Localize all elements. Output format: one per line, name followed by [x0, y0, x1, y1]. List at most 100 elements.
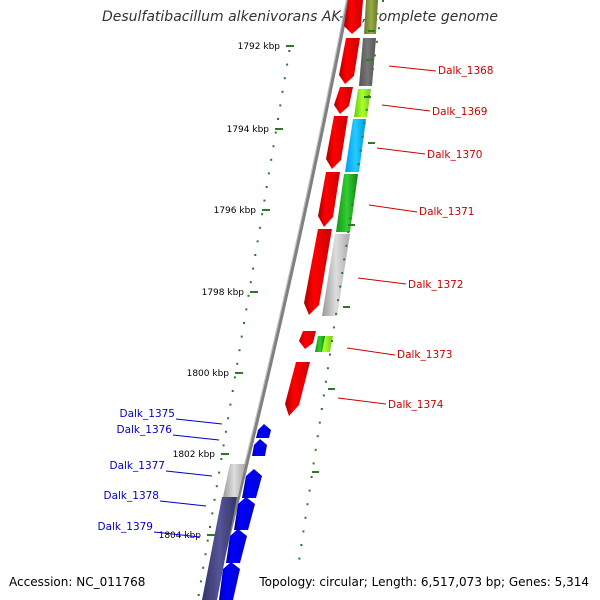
gene-label-dalk-1379[interactable]: Dalk_1379 — [98, 521, 154, 533]
ruler-dot — [258, 226, 261, 229]
tick-label: 1792 kbp — [238, 42, 281, 52]
ruler-dot — [224, 430, 227, 433]
ruler-dot — [211, 512, 214, 515]
ruler-dot — [288, 50, 291, 52]
tick-label: 1802 kbp — [173, 450, 216, 460]
gene-arrow-top — [344, 0, 363, 34]
ruler-dot — [320, 408, 323, 410]
ruler-dot — [247, 294, 250, 297]
gene-label-dalk-1375[interactable]: Dalk_1375 — [120, 408, 176, 420]
ruler-dot — [272, 145, 275, 148]
tick-mark — [221, 453, 229, 455]
gene-leader-line — [388, 65, 437, 72]
gene-label-dalk-1377[interactable]: Dalk_1377 — [110, 460, 166, 472]
ruler-dot — [329, 353, 331, 356]
ruler-dot — [298, 557, 301, 560]
category-block-lime — [354, 89, 371, 117]
ruler-dot — [306, 503, 309, 506]
tick-label: 1800 kbp — [187, 369, 230, 379]
kbp-ticks: 1792 kbp 1794 kbp 1796 kbp 1798 kbp 1800 kbp… — [159, 42, 294, 541]
ruler-dot — [279, 104, 282, 107]
gene-leader-line — [165, 470, 213, 477]
gene-leader-line — [172, 434, 220, 441]
ruler-dot — [318, 421, 321, 424]
ruler-dot — [345, 244, 348, 247]
gene-leader-line — [381, 104, 431, 112]
ruler-dot — [365, 108, 368, 111]
ruler-dot — [324, 380, 327, 383]
ruler-dash — [328, 388, 335, 390]
ruler-dot — [347, 231, 350, 234]
ruler-dot — [254, 254, 257, 256]
category-block-green — [336, 174, 358, 232]
category-strip-top — [315, 0, 378, 352]
ruler-dot — [355, 176, 358, 179]
ruler-dot — [283, 77, 286, 80]
ruler-dash — [368, 30, 375, 32]
gene-label-dalk-1368[interactable]: Dalk_1368 — [438, 65, 494, 77]
ruler-dot — [197, 594, 200, 596]
tick-mark — [250, 291, 258, 293]
gene-leader-line — [357, 277, 407, 285]
ruler-dot — [351, 204, 354, 206]
ruler-dot — [218, 471, 221, 474]
gene-arrow-dalk-1373 — [299, 331, 316, 349]
ruler-dot — [286, 63, 289, 66]
ruler-dot — [375, 40, 378, 43]
gene-label-dalk-1370[interactable]: Dalk_1370 — [427, 149, 483, 161]
gene-label-dalk-1373[interactable]: Dalk_1373 — [397, 349, 453, 361]
gene-leader-line — [175, 418, 223, 425]
ruler-dot — [245, 308, 248, 311]
ruler-dot — [343, 258, 346, 261]
ruler-dot — [333, 326, 335, 329]
ruler-dot — [238, 349, 241, 352]
gene-label-dalk-1369[interactable]: Dalk_1369 — [432, 106, 488, 118]
gene-arrow-dalk-1369 — [334, 87, 353, 114]
tick-label: 1798 kbp — [202, 288, 245, 298]
ruler-dot — [339, 285, 342, 288]
gene-label-dalk-1371[interactable]: Dalk_1371 — [419, 206, 475, 218]
ruler-dot — [215, 485, 218, 488]
ruler-dot — [256, 240, 259, 243]
gene-arrow-dalk-1377 — [242, 469, 262, 498]
ruler-dot — [341, 272, 344, 274]
gene-label-dalk-1378[interactable]: Dalk_1378 — [104, 490, 160, 502]
genome-summary-text: Topology: circular; Length: 6,517,073 bp… — [259, 575, 589, 589]
ruler-dash — [364, 96, 371, 98]
tick-label: 1796 kbp — [214, 206, 257, 216]
ruler-dot — [377, 27, 380, 30]
gene-arrow-dalk-1370 — [326, 116, 348, 169]
ruler-dot — [316, 435, 319, 438]
gene-label-dalk-1376[interactable]: Dalk_1376 — [117, 424, 173, 436]
ruler-dot — [249, 281, 252, 284]
ruler-dot — [204, 553, 207, 556]
ruler-dot — [300, 544, 303, 546]
gene-labels-left: Dalk_1375 Dalk_1376 Dalk_1377 Dalk_1378 Dalk… — [98, 408, 223, 538]
ruler-track-left — [197, 50, 291, 596]
ruler-dot — [310, 476, 313, 478]
tick-label: 1804 kbp — [159, 531, 202, 541]
ruler-dot — [220, 458, 223, 460]
ruler-dot — [363, 122, 366, 125]
ruler-dot — [304, 516, 307, 519]
gene-leader-line — [153, 531, 201, 538]
gene-leader-line — [159, 500, 207, 507]
tick-mark — [207, 534, 215, 536]
ruler-dot — [202, 566, 205, 569]
ruler-dot — [373, 54, 376, 57]
ruler-dot — [243, 322, 245, 324]
ruler-dot — [382, 0, 384, 2]
gene-arrow-dalk-1378 — [234, 497, 255, 530]
tick-mark — [286, 45, 294, 47]
gene-label-dalk-1374[interactable]: Dalk_1374 — [388, 399, 444, 411]
tick-mark — [275, 128, 283, 130]
ruler-dot — [209, 526, 211, 528]
ruler-dot — [322, 394, 325, 397]
category-strip-bottom — [202, 464, 245, 600]
gene-label-dalk-1372[interactable]: Dalk_1372 — [408, 279, 464, 291]
category-block-green-small — [315, 336, 325, 352]
ruler-dot — [361, 136, 364, 138]
ruler-dot — [302, 530, 305, 533]
